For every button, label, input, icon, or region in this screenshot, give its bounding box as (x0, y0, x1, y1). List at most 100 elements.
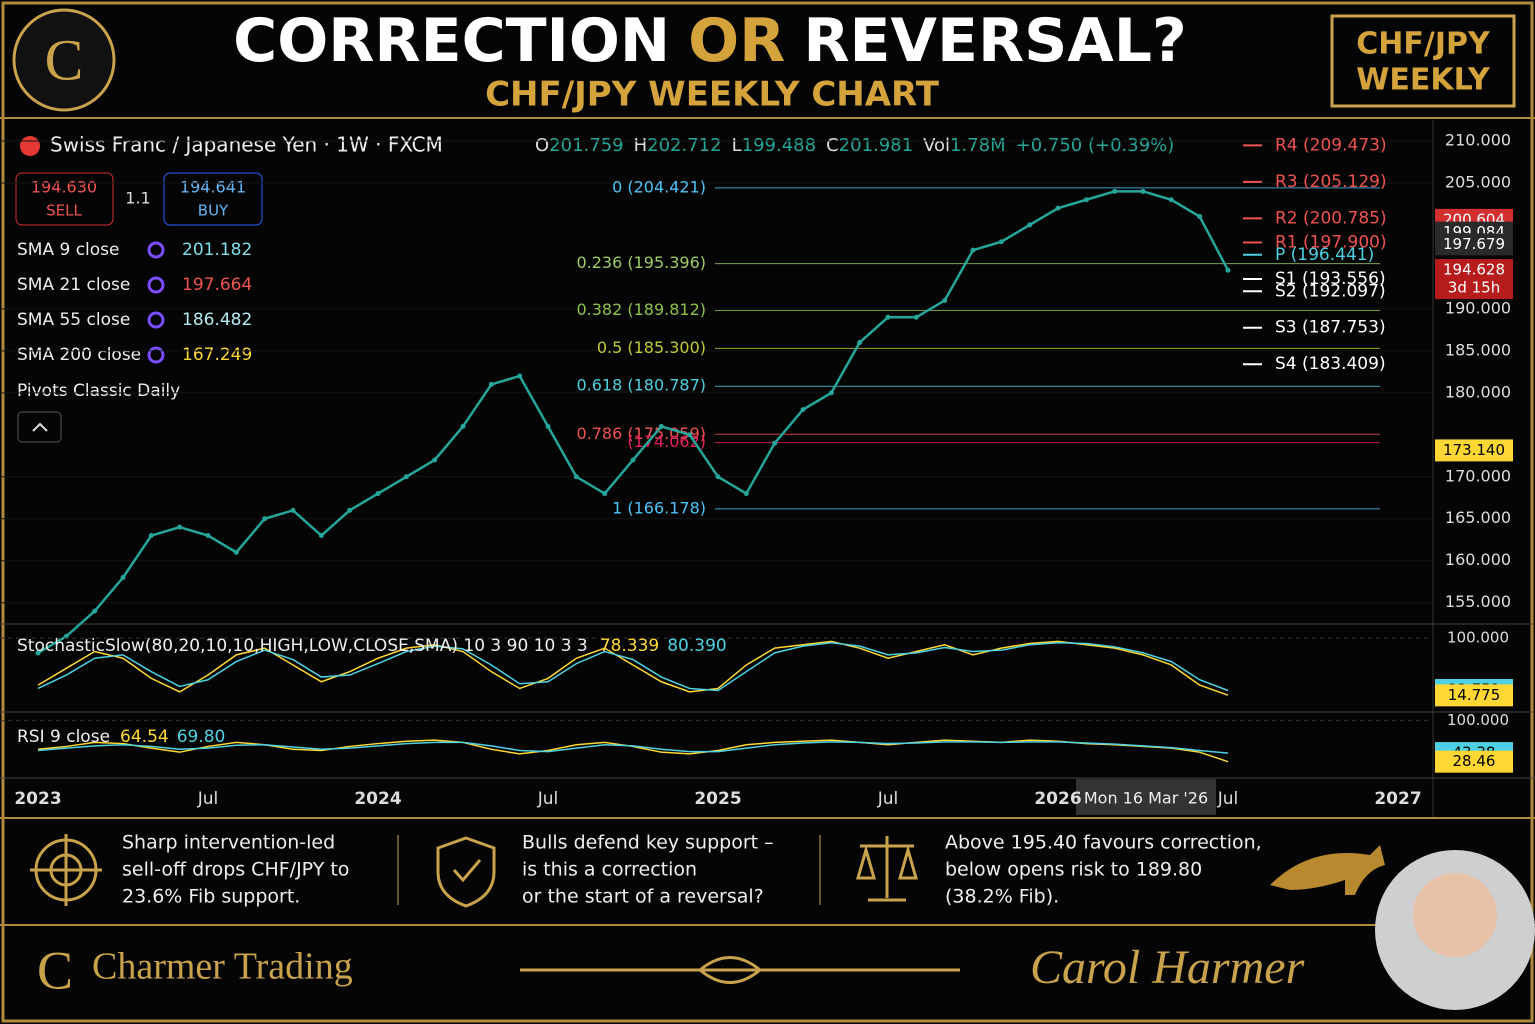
price-point (233, 549, 239, 555)
price-point (573, 474, 579, 480)
stoch-k: 78.339 (600, 636, 659, 656)
indicator-icon (147, 276, 165, 294)
x-tick-label: 2027 (1374, 789, 1421, 809)
price-point (602, 491, 608, 497)
fib-label: 0.786 (175.059) (576, 424, 706, 443)
pivot-label: R1 (197.900) (1275, 233, 1387, 253)
price-point (347, 507, 353, 513)
indicator-name: SMA 55 close (17, 310, 130, 330)
price-point (857, 339, 863, 345)
price-point (687, 432, 693, 438)
price-point (970, 247, 976, 253)
rsi-value: 64.54 (120, 727, 169, 747)
price-point (772, 440, 778, 446)
value-tag-label: 14.775 (1448, 686, 1501, 704)
price-point (998, 239, 1004, 245)
bull-icon (1270, 845, 1385, 895)
buy-button[interactable] (163, 172, 263, 226)
fib-label: 0.618 (180.787) (576, 376, 706, 395)
signature: Carol Harmer (1030, 941, 1305, 994)
x-tick-label: Jul (1217, 789, 1239, 809)
x-tick-label: Jul (537, 789, 559, 809)
price-point (460, 423, 466, 429)
x-tick-label: 2025 (694, 789, 741, 809)
price-point (290, 507, 296, 513)
icons (30, 834, 960, 984)
price-tag (1435, 233, 1513, 256)
indicator-value: 167.249 (182, 345, 252, 365)
sell-button[interactable] (15, 172, 114, 226)
badge-text: WEEKLY (1356, 63, 1491, 98)
pivot-label: P (196.441) (1275, 245, 1374, 265)
footer-text: (38.2% Fib). (945, 886, 1059, 908)
pivots-label: Pivots Classic Daily (17, 381, 180, 401)
ohlc-key: O (535, 135, 549, 156)
price-point (432, 457, 438, 463)
y-tick-label: 165.000 (1445, 508, 1511, 527)
y-tick-label: 100.000 (1447, 711, 1509, 729)
pivot-label: S1 (193.556) (1275, 269, 1386, 289)
price-point (177, 524, 183, 530)
indicator-name: SMA 200 close (17, 345, 141, 365)
footer-text: Above 195.40 favours correction, (945, 832, 1262, 854)
price-point (743, 491, 749, 497)
price-point (120, 575, 126, 581)
footer-text: Sharp intervention-led (122, 832, 335, 854)
indicator-value: 186.482 (182, 310, 252, 330)
price-point (885, 314, 891, 320)
price-point (630, 457, 636, 463)
subtitle: CHF/JPY WEEKLY CHART (485, 75, 940, 115)
indicator-icon (147, 241, 165, 259)
spread: 1.1 (125, 189, 150, 208)
price-point (205, 533, 211, 539)
x-tick-label: 2023 (14, 789, 61, 809)
series-line (37, 640, 1229, 696)
brand-name: Charmer Trading (92, 946, 353, 988)
fib-label: 0.382 (189.812) (576, 300, 706, 319)
fib-label: 0 (204.421) (612, 177, 706, 196)
collapse-button[interactable] (17, 411, 62, 443)
fib-label: 0.5 (185.300) (597, 338, 706, 357)
pivot-label: R4 (209.473) (1275, 135, 1387, 155)
pivot-label: R3 (205.129) (1275, 172, 1387, 192)
price-tag-label: 173.140 (1443, 441, 1505, 459)
fib-label: 0.236 (195.396) (576, 253, 706, 272)
price-point (942, 297, 948, 303)
pivot-label: S4 (183.409) (1275, 354, 1386, 374)
footer-text: 23.6% Fib support. (122, 886, 300, 908)
y-tick-label: 170.000 (1445, 466, 1511, 485)
price-point (1197, 214, 1203, 220)
y-tick-label: 210.000 (1445, 130, 1511, 149)
ohlc-key: L (732, 135, 742, 156)
x-tick-label: Jul (877, 789, 899, 809)
price-point (63, 633, 69, 639)
footer-text: or the start of a reversal? (522, 886, 764, 908)
y-tick-label: 190.000 (1445, 298, 1511, 317)
series-line (37, 642, 1229, 692)
logo-letter: C (45, 27, 84, 92)
price-point (800, 407, 806, 413)
value-tag-label: 28.46 (1453, 752, 1496, 770)
price-point (262, 516, 268, 522)
rsi-ma: 69.80 (177, 727, 226, 747)
price-point (658, 423, 664, 429)
price-point (1112, 188, 1118, 194)
y-tick-label: 180.000 (1445, 382, 1511, 401)
ohlc-key: H (634, 135, 648, 156)
ohlc-value: 201.981 (839, 135, 913, 156)
y-tick-label: 205.000 (1445, 172, 1511, 191)
price-tag-label: 194.628 (1443, 261, 1505, 279)
pivot-label: S2 (192.097) (1275, 281, 1386, 301)
pivot-label: S3 (187.753) (1275, 318, 1386, 338)
price-point (488, 381, 494, 387)
indicator-name: SMA 21 close (17, 275, 130, 295)
footer-text: is this a correction (522, 859, 697, 881)
indicator-icon (147, 311, 165, 329)
price-point (1140, 188, 1146, 194)
price-point (1168, 197, 1174, 203)
series-line (37, 741, 1229, 754)
y-tick-label: 100.000 (1447, 629, 1509, 647)
brand-logo: C (37, 940, 73, 1000)
price-point (1027, 222, 1033, 228)
